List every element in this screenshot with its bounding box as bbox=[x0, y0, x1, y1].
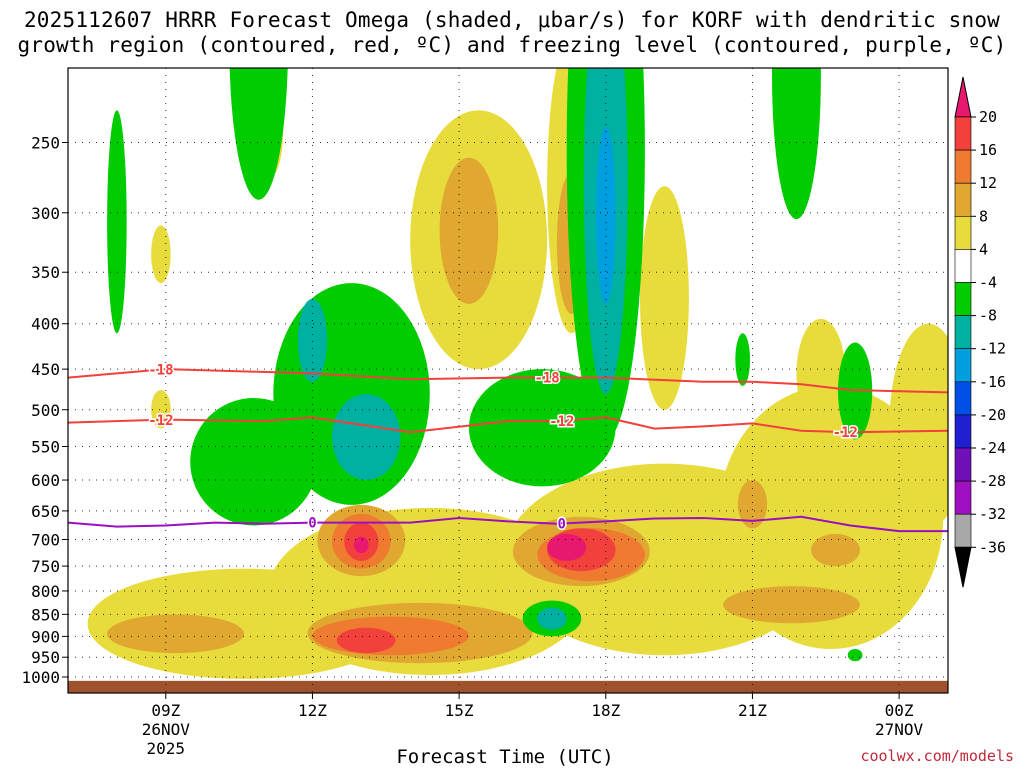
colorbar-label-8: 8 bbox=[979, 207, 988, 225]
isotherm-18-line bbox=[68, 368, 948, 394]
colorbar: 20 16 12 8 4 -4 -8 -12 -16 -20 -24 -28 -32 -36 bbox=[954, 76, 1006, 588]
omega-region-3 bbox=[718, 385, 944, 650]
plot-frame bbox=[67, 67, 949, 694]
colorbar-label--8: -8 bbox=[979, 307, 997, 325]
colorbar-swatch-8 bbox=[954, 381, 972, 416]
omega-region-33 bbox=[772, 68, 821, 220]
isotherm-12-label-2: -12 bbox=[833, 425, 858, 441]
colorbar-label--32: -32 bbox=[979, 505, 1006, 523]
y-tick-label-850: 850 bbox=[31, 605, 60, 624]
colorbar-swatch-9 bbox=[954, 414, 972, 449]
x-tick-label-21Z: 21Z bbox=[738, 701, 767, 720]
omega-region-39 bbox=[847, 649, 863, 662]
isotherm-18-label-1: -18 bbox=[534, 371, 559, 387]
y-tick-label-550: 550 bbox=[31, 437, 60, 456]
omega-region-10 bbox=[151, 225, 171, 284]
colorbar-swatch-5 bbox=[954, 282, 972, 316]
omega-region-27 bbox=[547, 533, 587, 561]
omega-region-38 bbox=[735, 333, 751, 386]
y-tick-label-750: 750 bbox=[31, 557, 60, 576]
y-tick-label-400: 400 bbox=[31, 315, 60, 334]
colorbar-label--12: -12 bbox=[979, 340, 1006, 358]
colorbar-swatch-10 bbox=[954, 447, 972, 482]
colorbar-label-16: 16 bbox=[979, 141, 997, 159]
x-tick-label-09Z: 09Z bbox=[151, 701, 180, 720]
omega-region-19 bbox=[811, 533, 860, 567]
colorbar-label--16: -16 bbox=[979, 373, 1006, 391]
y-tick-label-700: 700 bbox=[31, 530, 60, 549]
colorbar-swatch-11 bbox=[954, 480, 972, 515]
omega-region-34 bbox=[229, 68, 288, 200]
omega-shaded-regions bbox=[87, 68, 948, 679]
y-tick-label-350: 350 bbox=[31, 263, 60, 282]
colorbar-label--24: -24 bbox=[979, 439, 1006, 457]
y-tick-label-800: 800 bbox=[31, 582, 60, 601]
x-tick-label-18Z: 18Z bbox=[591, 701, 620, 720]
colorbar-label--36: -36 bbox=[979, 538, 1006, 556]
colorbar-label--20: -20 bbox=[979, 406, 1006, 424]
omega-region-43 bbox=[537, 607, 567, 630]
omega-region-18 bbox=[723, 586, 860, 624]
colorbar-label--28: -28 bbox=[979, 472, 1006, 490]
omega-region-40 bbox=[332, 394, 401, 481]
y-tick-label-250: 250 bbox=[31, 134, 60, 153]
isotherm-18-label-0: -18 bbox=[148, 363, 173, 379]
omega-region-8 bbox=[889, 323, 948, 529]
x-tick-date-00Z: 27NOV bbox=[875, 720, 924, 739]
freezing-level-label-0: 0 bbox=[308, 516, 316, 532]
omega-region-12 bbox=[107, 614, 244, 654]
chart-title-line-2: growth region (contoured, red, ºC) and f… bbox=[17, 33, 1007, 57]
omega-region-28 bbox=[354, 536, 369, 554]
y-tick-label-600: 600 bbox=[31, 471, 60, 490]
omega-region-6 bbox=[640, 186, 689, 410]
colorbar-swatch-2 bbox=[954, 182, 972, 217]
omega-region-24 bbox=[336, 627, 396, 654]
omega-region-35 bbox=[107, 110, 127, 334]
y-tick-label-300: 300 bbox=[31, 204, 60, 223]
colorbar-label-20: 20 bbox=[979, 108, 997, 126]
y-tick-label-900: 900 bbox=[31, 627, 60, 646]
omega-region-41 bbox=[297, 298, 328, 382]
colorbar-swatch-3 bbox=[954, 216, 972, 250]
ground-surface bbox=[68, 680, 948, 693]
y-tick-label-650: 650 bbox=[31, 502, 60, 521]
chart-title-line-1: 2025112607 HRRR Forecast Omega (shaded, … bbox=[23, 8, 1001, 32]
omega-region-31 bbox=[468, 369, 616, 487]
colorbar-swatch-4 bbox=[954, 249, 972, 283]
x-tick-label-12Z: 12Z bbox=[298, 701, 327, 720]
omega-region-7 bbox=[796, 318, 846, 429]
isotherm-12-label-1: -12 bbox=[549, 414, 574, 430]
x-tick-label-00Z: 00Z bbox=[885, 701, 914, 720]
x-tick-label-15Z: 15Z bbox=[445, 701, 474, 720]
isotherm-12-label-0: -12 bbox=[148, 413, 173, 429]
colorbar-swatch-0 bbox=[954, 116, 972, 151]
colorbar-swatch-1 bbox=[954, 149, 972, 184]
freezing-level-label-1: 0 bbox=[558, 517, 566, 533]
y-tick-label-450: 450 bbox=[31, 360, 60, 379]
colorbar-bottom-arrow bbox=[954, 546, 972, 588]
x-tick-year-09Z: 2025 bbox=[147, 739, 186, 758]
freezing-level-line bbox=[68, 515, 948, 533]
x-axis-label: Forecast Time (UTC) bbox=[396, 746, 614, 768]
y-axis: 250 300 350 400 450 500 550 600 650 700 750 800 850 9… bbox=[21, 134, 68, 687]
colorbar-label--4: -4 bbox=[979, 274, 997, 292]
colorbar-swatch-12 bbox=[954, 513, 972, 548]
credit-link[interactable]: coolwx.com/models bbox=[860, 747, 1014, 765]
omega-region-20 bbox=[737, 480, 768, 529]
x-tick-date-09Z: 26NOV bbox=[142, 720, 191, 739]
y-tick-label-1000: 1000 bbox=[21, 668, 60, 687]
colorbar-top-arrow bbox=[954, 76, 972, 118]
y-tick-label-500: 500 bbox=[31, 401, 60, 420]
isotherm-12-line bbox=[68, 416, 948, 434]
colorbar-swatch-6 bbox=[954, 315, 972, 350]
colorbar-label-4: 4 bbox=[979, 240, 988, 258]
omega-region-16 bbox=[439, 157, 499, 304]
colorbar-swatch-7 bbox=[954, 348, 972, 383]
colorbar-label-12: 12 bbox=[979, 174, 997, 192]
y-tick-label-950: 950 bbox=[31, 648, 60, 667]
